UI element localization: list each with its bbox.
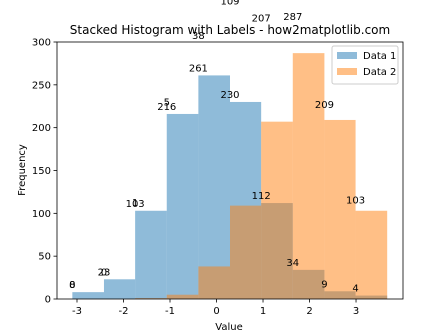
bar xyxy=(261,121,293,299)
chart-title: Stacked Histogram with Labels - how2matp… xyxy=(70,23,390,37)
y-axis-label: Frequency xyxy=(17,144,28,196)
bar-label: 23 xyxy=(98,267,111,278)
bar-label: 4 xyxy=(352,284,358,295)
bar-label: 112 xyxy=(252,191,271,202)
x-axis-label: Value xyxy=(215,322,242,333)
bar xyxy=(230,205,262,299)
bar-label: 207 xyxy=(252,14,271,25)
bar xyxy=(166,113,199,300)
y-tick-label: 50 xyxy=(38,252,51,263)
legend-label: Data 1 xyxy=(363,51,396,62)
x-tick-label: 1 xyxy=(260,306,266,317)
x-tick-label: 2 xyxy=(306,306,312,317)
bar-label: 34 xyxy=(286,258,299,269)
y-tick-label: 150 xyxy=(32,166,51,177)
bar xyxy=(292,53,325,300)
bar-label: 287 xyxy=(283,12,302,23)
bar-label: 209 xyxy=(315,100,334,111)
y-tick-label: 0 xyxy=(45,295,51,306)
bar-label: 9 xyxy=(321,279,327,290)
bar xyxy=(103,279,136,299)
bar xyxy=(198,75,230,299)
bar-label: 261 xyxy=(189,63,208,74)
bar-label: 0 xyxy=(101,267,107,278)
y-tick-label: 300 xyxy=(32,38,51,49)
bar-label: 109 xyxy=(220,0,239,8)
bar xyxy=(355,210,388,299)
y-tick-label: 250 xyxy=(32,80,51,91)
bar xyxy=(324,119,356,299)
bar-label: 8 xyxy=(69,280,75,291)
bar-label: 230 xyxy=(220,90,239,101)
bar-label: 0 xyxy=(69,280,75,291)
x-tick-label: 0 xyxy=(213,306,219,317)
bar-label: 38 xyxy=(192,31,205,42)
x-tick-label: -1 xyxy=(165,306,175,317)
x-tick-label: 3 xyxy=(353,306,359,317)
bar-label: 5 xyxy=(164,98,170,109)
y-tick-label: 100 xyxy=(32,209,51,220)
bar-label: 103 xyxy=(346,195,365,206)
bar-label: 216 xyxy=(157,102,176,113)
x-tick-label: -2 xyxy=(119,306,129,317)
bar xyxy=(198,266,230,299)
legend-label: Data 2 xyxy=(363,67,396,78)
y-tick-label: 200 xyxy=(32,123,51,134)
legend: Data 1 Data 2 xyxy=(331,45,399,85)
bar xyxy=(72,292,104,299)
bar-label: 1 xyxy=(132,198,138,209)
legend-swatch xyxy=(337,68,357,75)
legend-swatch xyxy=(337,52,357,59)
bar-label: 103 xyxy=(126,199,145,210)
x-tick-label: -3 xyxy=(72,306,82,317)
bar xyxy=(135,298,167,299)
bar xyxy=(166,294,199,299)
bar xyxy=(135,210,167,299)
